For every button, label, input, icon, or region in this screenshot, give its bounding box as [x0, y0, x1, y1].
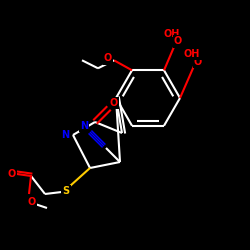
Text: O: O — [28, 197, 36, 207]
Text: S: S — [62, 186, 70, 196]
Text: N: N — [61, 130, 69, 140]
Text: O: O — [104, 53, 112, 63]
Text: OH: OH — [164, 29, 180, 39]
Text: O: O — [110, 98, 118, 108]
Text: O: O — [174, 36, 182, 46]
Text: O: O — [194, 57, 202, 67]
Text: OH: OH — [184, 49, 200, 59]
Text: O: O — [8, 169, 16, 179]
Text: N: N — [80, 121, 88, 131]
